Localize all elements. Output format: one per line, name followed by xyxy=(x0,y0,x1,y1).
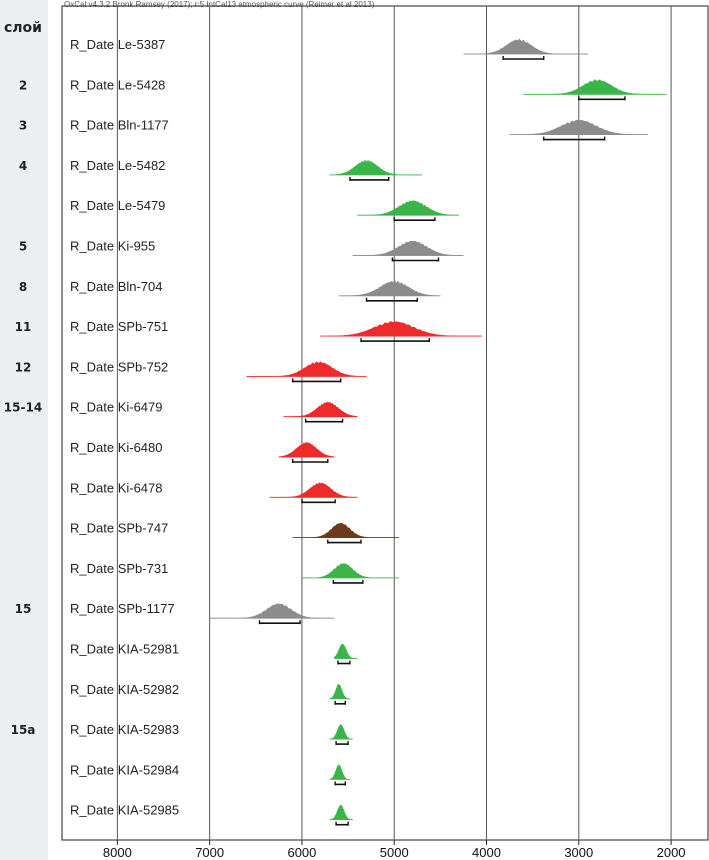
row-label: R_Date SPb-1177 xyxy=(70,601,175,616)
row-label: R_Date Le-5479 xyxy=(70,198,165,213)
x-tick-label: 8000 xyxy=(103,845,132,860)
row-label: R_Date SPb-747 xyxy=(70,521,168,536)
distribution-curve xyxy=(329,763,350,780)
distribution-curve xyxy=(301,563,399,579)
x-tick-label: 5000 xyxy=(380,845,409,860)
row-label: R_Date Ki-6480 xyxy=(70,440,163,455)
distribution-curve xyxy=(329,804,353,820)
row-label: R_Date Ki-6479 xyxy=(70,400,163,415)
x-tick-label: 2000 xyxy=(657,845,686,860)
layer-label: 15-14 xyxy=(4,401,42,415)
row-label: R_Date Bln-1177 xyxy=(70,118,169,133)
layer-label: 8 xyxy=(19,280,27,294)
distribution-curve xyxy=(357,200,460,216)
layer-label: 12 xyxy=(15,360,32,374)
row-label: R_Date SPb-752 xyxy=(70,359,168,374)
x-tick-label: 7000 xyxy=(195,845,224,860)
x-tick-label: 6000 xyxy=(287,845,316,860)
layer-label: 4 xyxy=(19,159,27,173)
plot-frame xyxy=(61,5,709,841)
distribution-curve xyxy=(329,723,353,740)
x-tick-label: 3000 xyxy=(564,845,593,860)
row-label: R_Date KIA-52985 xyxy=(70,803,179,818)
distribution-curve xyxy=(352,240,464,256)
distribution-curve xyxy=(209,603,335,619)
distribution-curve xyxy=(320,321,482,337)
distribution-curve xyxy=(283,401,358,417)
distribution-curve xyxy=(278,441,335,458)
row-label: R_Date KIA-52983 xyxy=(70,722,179,737)
row-label: R_Date SPb-731 xyxy=(70,561,168,576)
row-label: R_Date KIA-52984 xyxy=(70,762,179,777)
row-label: R_Date Ki-955 xyxy=(70,239,155,254)
layer-label: 2 xyxy=(19,78,27,92)
x-tick-label: 4000 xyxy=(472,845,501,860)
row-label: R_Date Le-5387 xyxy=(70,37,165,52)
layer-label: 5 xyxy=(19,240,27,254)
layer-title: слой xyxy=(4,20,42,36)
row-label: R_Date Bln-704 xyxy=(70,279,163,294)
chart-header: OxCal v4.3.2 Bronk Ramsey (2017); r:5 In… xyxy=(64,0,375,9)
distribution-curve xyxy=(329,683,350,700)
distribution-curve xyxy=(523,79,667,95)
row-label: R_Date SPb-751 xyxy=(70,319,168,334)
distribution-curve xyxy=(509,119,649,135)
distribution-curve xyxy=(292,522,399,538)
layer-label: 3 xyxy=(19,119,27,133)
row-label: R_Date Ki-6478 xyxy=(70,480,163,495)
distribution-curve xyxy=(333,643,358,659)
distribution-curve xyxy=(269,482,358,498)
layer-label: 15a xyxy=(11,723,36,737)
layer-label: 15 xyxy=(15,602,32,616)
layer-sidebar xyxy=(0,0,48,860)
row-label: R_Date KIA-52982 xyxy=(70,682,179,697)
layer-label: 11 xyxy=(15,320,32,334)
distribution-curve xyxy=(329,159,422,176)
row-label: R_Date Le-5482 xyxy=(70,158,165,173)
distribution-curve xyxy=(338,280,441,297)
row-label: R_Date KIA-52981 xyxy=(70,642,179,657)
distribution-curve xyxy=(463,38,589,55)
row-label: R_Date Le-5428 xyxy=(70,77,165,92)
distribution-curve xyxy=(246,361,367,377)
